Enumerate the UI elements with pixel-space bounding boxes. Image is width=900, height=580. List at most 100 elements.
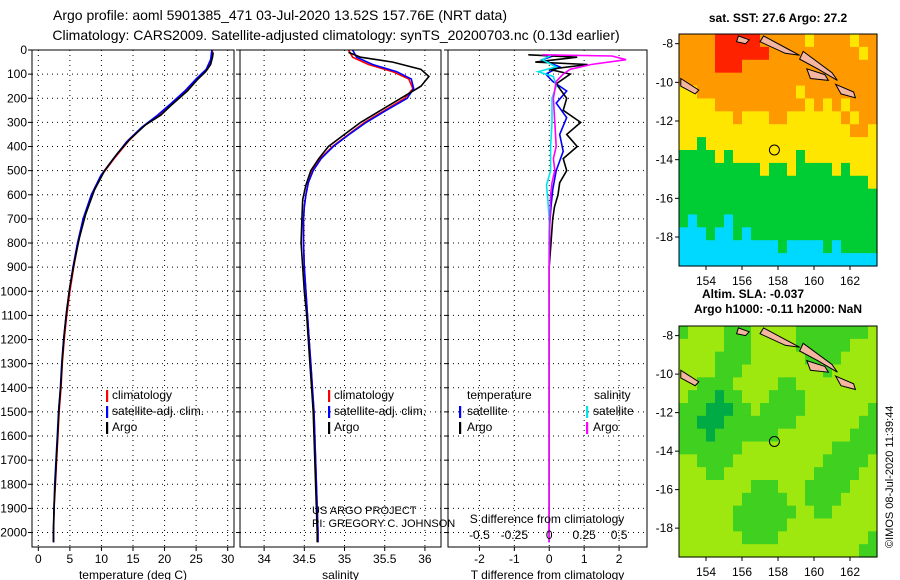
map-cell (769, 467, 779, 481)
map-cell (724, 454, 734, 468)
map-cell (679, 377, 689, 391)
map-cell (778, 34, 788, 48)
map-cell (679, 201, 689, 216)
map-cell (760, 111, 770, 125)
map-cell (832, 162, 842, 177)
map-cell (724, 72, 734, 87)
map-cell (742, 492, 752, 507)
map-cell (850, 150, 860, 164)
map-cell (760, 377, 770, 391)
map-cell (769, 415, 779, 430)
legend-label: satellite-adj. clim. (334, 404, 426, 418)
map-cell (841, 441, 851, 455)
map-cell (778, 492, 788, 507)
map-cell (706, 454, 716, 468)
map-cell (724, 492, 734, 507)
map-cell (859, 480, 869, 494)
map-cell (706, 240, 716, 254)
map-cell (706, 188, 716, 203)
map-cell (688, 518, 698, 532)
map-cell (751, 480, 761, 494)
temperature-panel: 0 5 10 15 20 25 300100200300400500600700800900… (0, 43, 234, 580)
map-cell (841, 150, 851, 164)
map-cell (868, 480, 878, 494)
legend-swatch (328, 422, 331, 434)
map-cell (805, 253, 815, 267)
map-cell (796, 454, 806, 468)
map-cell (850, 364, 860, 378)
map-cell (715, 72, 725, 87)
map-cell (751, 59, 761, 74)
map-cell (679, 59, 689, 74)
map-cell (697, 544, 707, 558)
map-cell (832, 338, 842, 353)
map-cell (805, 377, 815, 391)
map-cell (769, 72, 779, 87)
map-cell (805, 326, 815, 340)
map-cell (679, 98, 689, 112)
map-cell (706, 480, 716, 494)
y-tick-label: 800 (7, 236, 27, 250)
map-cell (814, 480, 824, 494)
map-cell (733, 253, 743, 267)
map-cell (715, 377, 725, 391)
map-cell (751, 188, 761, 203)
map-cell (724, 137, 734, 151)
map-cell (769, 531, 779, 545)
map-cell (679, 415, 689, 430)
map-cell (814, 150, 824, 164)
map-cell (814, 124, 824, 138)
map-cell (868, 227, 878, 241)
map-cell (832, 59, 842, 74)
secondary-x-tick-label: 0.25 (572, 528, 596, 542)
legend-swatch (459, 406, 462, 418)
map-cell (697, 351, 707, 366)
map-cell (868, 201, 878, 216)
map-title: Argo h1000: -0.11 h2000: NaN (694, 302, 862, 316)
map-cell (706, 253, 716, 267)
map-cell (868, 162, 878, 177)
map-cell (769, 326, 779, 340)
map-cell (679, 214, 689, 228)
map-cell (679, 505, 689, 520)
map-cell (796, 326, 806, 340)
map-cell (706, 377, 716, 391)
map-cell (724, 390, 734, 404)
map-cell (688, 34, 698, 48)
map-cell (841, 351, 851, 366)
map-cell (850, 175, 860, 190)
map-cell (751, 227, 761, 241)
x-tick-label: 25 (189, 552, 203, 566)
sla-map-panel: 154 156 158 160 162 -8 -10 -12 -14 -16 -18 Argo h10… (656, 287, 878, 579)
map-cell (733, 98, 743, 112)
island-shape (680, 369, 700, 387)
map-cell (850, 201, 860, 216)
map-cell (841, 415, 851, 430)
map-cell (769, 544, 779, 558)
map-cell (733, 72, 743, 87)
map-cell (679, 351, 689, 366)
map-cell (742, 467, 752, 481)
map-x-tick-label: 158 (768, 274, 788, 288)
map-cell (805, 188, 815, 203)
map-cell (859, 326, 869, 340)
map-cell (715, 98, 725, 112)
map-cell (697, 72, 707, 87)
legend-swatch (106, 390, 109, 402)
map-cell (850, 441, 860, 455)
island-shape (680, 77, 700, 95)
map-cell (823, 326, 833, 340)
map-cell (715, 364, 725, 378)
map-cell (841, 338, 851, 353)
map-cell (769, 505, 779, 520)
map-x-tick-label: 162 (840, 274, 860, 288)
map-cell (832, 175, 842, 190)
map-cell (697, 137, 707, 151)
map-cell (841, 454, 851, 468)
map-cell (769, 137, 779, 151)
map-cell (679, 240, 689, 254)
y-tick-label: 1800 (0, 477, 27, 491)
map-cell (760, 227, 770, 241)
map-cell (796, 137, 806, 151)
map-cell (859, 111, 869, 125)
